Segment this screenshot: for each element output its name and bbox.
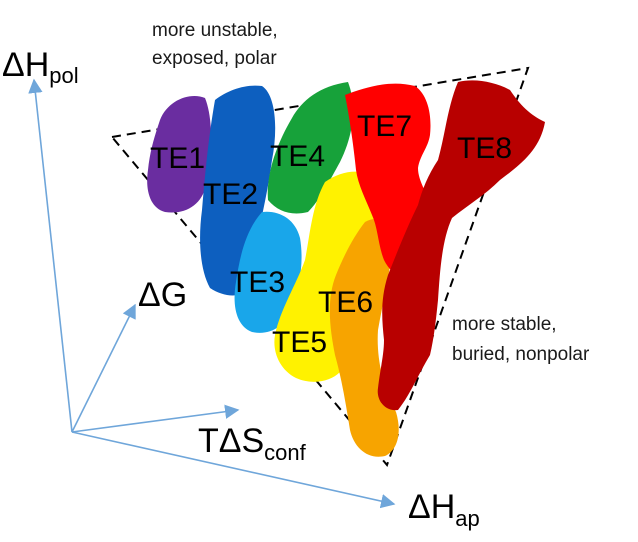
annotation-bottom-line2: buried, nonpolar: [452, 344, 590, 365]
label-te3: TE3: [230, 266, 285, 299]
axis-label-dh-pol: ΔHpol: [2, 46, 79, 88]
axis-dh-ap: [71, 431, 396, 509]
axis-label-tds-conf: TΔSconf: [198, 422, 307, 465]
axis-dg: [71, 303, 136, 433]
label-te6: TE6: [318, 286, 373, 319]
label-te7: TE7: [357, 110, 412, 143]
region-te4: [267, 82, 354, 214]
region-te5: [274, 171, 377, 382]
region-te8: [377, 80, 545, 411]
region-te2: [200, 85, 276, 296]
axis-label-dh-ap: ΔHap: [408, 488, 480, 531]
label-te4: TE4: [270, 140, 325, 173]
region-te3: [234, 211, 302, 333]
label-te1: TE1: [150, 142, 205, 175]
axis-tds-conf: [71, 404, 240, 433]
annotation-bottom-line1: more stable,: [452, 314, 557, 335]
annotation-top-line2: exposed, polar: [152, 48, 277, 69]
axis-label-dg: ΔG: [138, 276, 187, 314]
region-te1: [147, 96, 212, 213]
axis-dh-pol: [28, 78, 73, 433]
label-te8: TE8: [457, 132, 512, 165]
label-te5: TE5: [272, 326, 327, 359]
annotation-top-line1: more unstable,: [152, 20, 278, 41]
label-te2: TE2: [203, 178, 258, 211]
